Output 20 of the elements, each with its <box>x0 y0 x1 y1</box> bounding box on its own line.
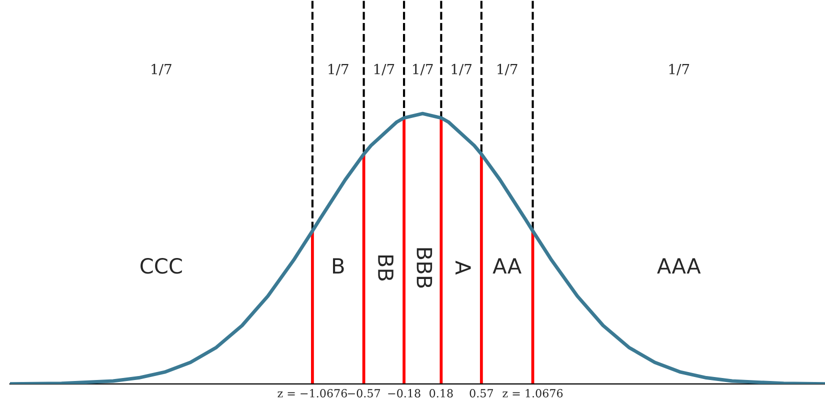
text: 1/7 <box>669 64 690 76</box>
x-tick-label: −0.18 <box>388 389 420 398</box>
text: 1/7 <box>498 64 518 76</box>
annotation: AAA <box>657 258 701 274</box>
annotation: B <box>333 258 344 274</box>
x-tick-label: z = −1.0676 <box>278 389 347 398</box>
x-tick-label: 0.18 <box>430 389 453 398</box>
text: 1/7 <box>152 64 172 76</box>
annotation: AA <box>492 258 522 274</box>
annotation: BBB <box>416 248 432 288</box>
text: 1/7 <box>374 64 394 76</box>
x-tick-label: 0.57 <box>470 389 493 398</box>
text: 1/7 <box>452 64 472 76</box>
x-tick-label: −0.57 <box>348 389 380 398</box>
text: 1/7 <box>328 64 348 76</box>
annotation: BB <box>378 255 394 281</box>
x-tick-label: z = 1.0676 <box>502 389 563 398</box>
annotation: CCC <box>140 258 182 274</box>
text: 1/7 <box>413 64 433 76</box>
annotation: A <box>456 260 471 275</box>
